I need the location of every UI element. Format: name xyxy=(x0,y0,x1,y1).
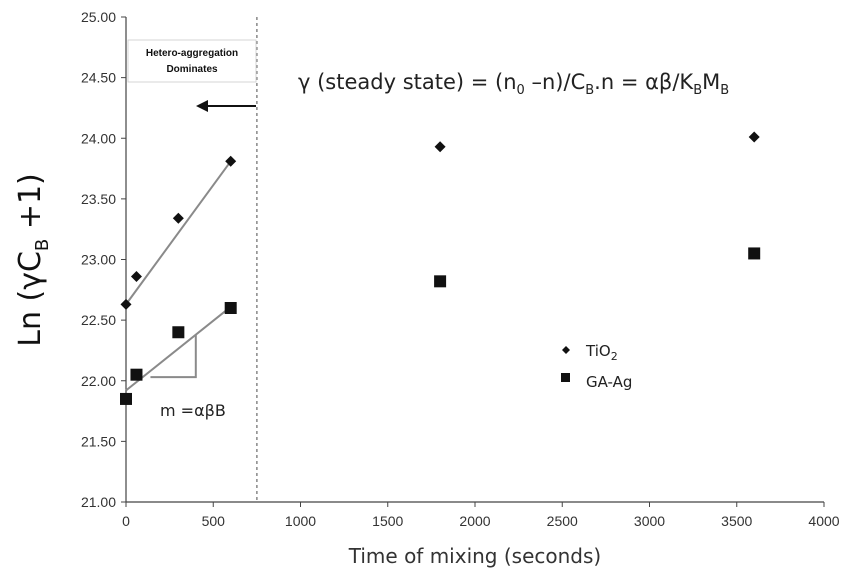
ga-ag-point xyxy=(748,247,761,260)
y-tick-label: 24.50 xyxy=(81,70,116,86)
tio2-point xyxy=(120,298,132,310)
y-axis-label-main: Ln (γC xyxy=(13,251,48,347)
left-arrow-icon xyxy=(196,100,256,112)
tio2-point xyxy=(130,270,142,282)
x-tick-label: 4000 xyxy=(808,513,839,529)
y-tick-label: 22.00 xyxy=(81,373,116,389)
y-axis-label-sub: B xyxy=(32,239,53,251)
x-tick-label: 2000 xyxy=(459,513,490,529)
slope-triangle xyxy=(150,334,197,379)
ga-ag-point xyxy=(120,392,132,405)
x-tick-label: 3500 xyxy=(721,513,752,529)
x-tick-labels: 0 500 1000 1500 2000 2500 3000 3500 4000 xyxy=(122,502,840,529)
tio2-point xyxy=(172,212,184,224)
slope-label: m =αβB xyxy=(160,401,226,420)
square-icon xyxy=(561,373,570,382)
y-axis-label-tail: +1) xyxy=(13,173,48,238)
ga-ag-point xyxy=(434,275,447,288)
y-axis-label: Ln (γCB +1) xyxy=(13,173,53,347)
legend: TiO2 GA-Ag xyxy=(561,342,632,391)
legend-item-ga-ag: GA-Ag xyxy=(561,373,632,391)
legend-item-tio2: TiO2 xyxy=(562,342,618,363)
fit-lines xyxy=(125,160,232,392)
y-tick-label: 23.50 xyxy=(81,191,116,207)
y-tick-label: 21.50 xyxy=(81,433,116,449)
tio2-point xyxy=(748,131,760,143)
y-tick-label: 24.00 xyxy=(81,130,116,146)
y-tick-labels: 21.00 21.50 22.00 22.50 23.00 23.50 24.00 24.50… xyxy=(81,9,126,510)
diamond-icon xyxy=(562,346,570,354)
x-axis-label: Time of mixing (seconds) xyxy=(348,544,601,568)
slope-triangle-legs xyxy=(150,334,197,379)
x-tick-label: 500 xyxy=(202,513,226,529)
x-tick-label: 0 xyxy=(122,513,130,529)
ga-ag-point xyxy=(172,326,185,339)
y-tick-label: 21.00 xyxy=(81,494,116,510)
y-tick-label: 23.00 xyxy=(81,252,116,268)
x-tick-label: 1000 xyxy=(285,513,316,529)
fit-line xyxy=(125,160,232,305)
ga-ag-point xyxy=(224,302,237,314)
data-points xyxy=(120,131,761,405)
x-tick-label: 3000 xyxy=(634,513,665,529)
legend-label-ga-ag: GA-Ag xyxy=(586,373,632,391)
x-tick-label: 2500 xyxy=(547,513,578,529)
tio2-point xyxy=(434,141,446,153)
y-tick-label: 22.50 xyxy=(81,312,116,328)
legend-label-tio2: TiO2 xyxy=(585,342,618,363)
tio2-point xyxy=(225,155,237,167)
fit-line xyxy=(125,306,232,392)
x-tick-label: 1500 xyxy=(372,513,403,529)
annotation-box-line2: Dominates xyxy=(166,64,218,75)
y-tick-label: 25.00 xyxy=(81,9,116,25)
ga-ag-point xyxy=(130,368,143,381)
annotation-box xyxy=(127,39,257,83)
steady-state-equation: γ (steady state) = (n0 –n)/CB.n = αβ/KBM… xyxy=(298,70,729,98)
annotation-box-line1: Hetero-aggregation xyxy=(146,48,238,59)
